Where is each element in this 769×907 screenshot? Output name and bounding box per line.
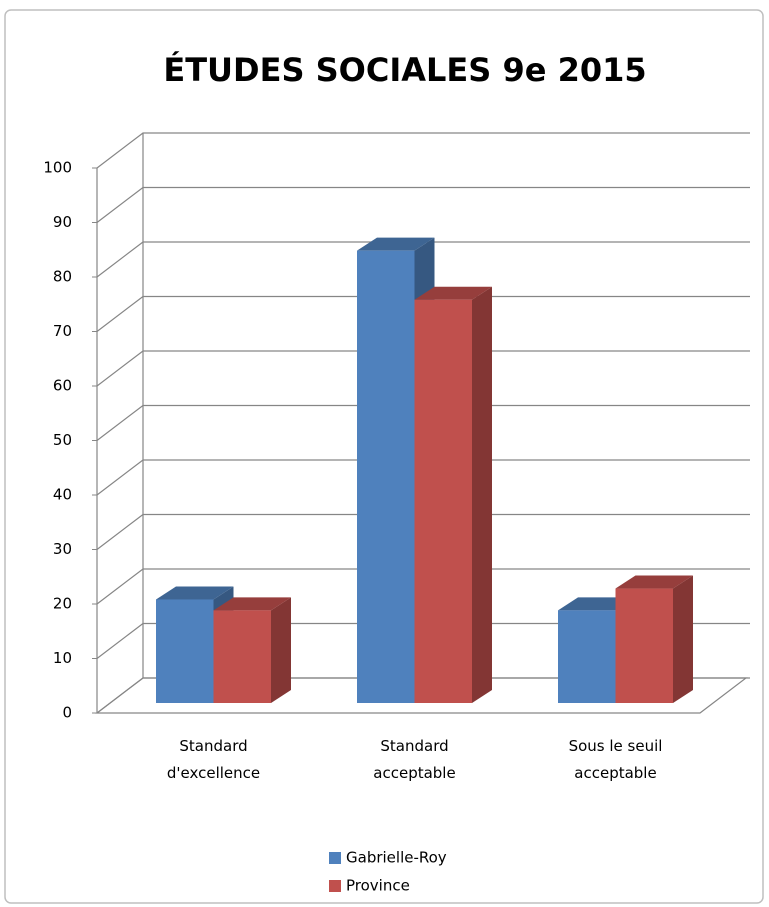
y-tick-label: 70	[53, 322, 72, 340]
grid-line	[96, 677, 750, 714]
bar-face	[357, 250, 415, 703]
y-tick-label: 0	[62, 704, 72, 722]
bar-face	[156, 586, 234, 600]
bar	[213, 597, 291, 703]
y-tick-label: 50	[53, 431, 72, 449]
bar-face	[156, 599, 214, 703]
grid-line	[96, 350, 750, 387]
y-tick-label: 90	[53, 213, 72, 231]
bar-face	[615, 588, 673, 703]
x-tick-label: Standard d'excellence	[166, 737, 261, 782]
y-tick-label: 60	[53, 377, 72, 395]
bar-face	[414, 299, 472, 703]
bar-face	[271, 597, 291, 703]
x-tick-label: Sous le seuil acceptable	[568, 737, 663, 782]
grid-line	[96, 295, 750, 332]
legend-label: Province	[346, 877, 410, 895]
y-tick-label: 10	[53, 649, 72, 667]
bar-face	[414, 286, 492, 300]
bar-face	[213, 597, 291, 611]
y-tick-label: 80	[53, 268, 72, 286]
y-tick-label: 100	[43, 159, 72, 177]
bar	[558, 597, 636, 703]
chart-title: ÉTUDES SOCIALES 9e 2015	[163, 51, 646, 89]
legend-swatch	[329, 880, 341, 892]
bar-face	[673, 575, 693, 703]
y-tick-label: 40	[53, 486, 72, 504]
x-tick-label: Standard acceptable	[373, 737, 456, 782]
bar-face	[213, 610, 271, 703]
grid-line	[96, 241, 750, 278]
grid-line	[96, 186, 750, 223]
bar-face	[357, 237, 435, 251]
grid-line	[96, 404, 750, 441]
grid-line	[96, 459, 750, 496]
legend-swatch	[329, 852, 341, 864]
bar	[615, 575, 693, 703]
y-tick-label: 30	[53, 540, 72, 558]
grid-line	[96, 132, 750, 169]
grid-line	[96, 568, 750, 605]
bar-face	[615, 575, 693, 589]
bar-face	[472, 286, 492, 703]
y-tick-label: 20	[53, 595, 72, 613]
bar-face	[558, 610, 616, 703]
grid-line	[96, 622, 750, 659]
bar	[414, 286, 492, 703]
legend-label: Gabrielle-Roy	[346, 849, 447, 867]
grid-line	[96, 513, 750, 550]
